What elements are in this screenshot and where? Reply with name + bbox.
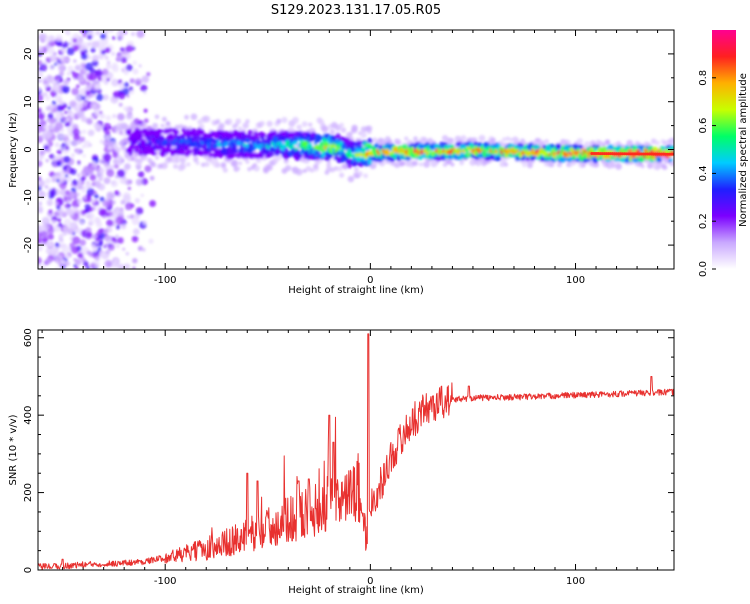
- colorbar-ticks: 0.0 0.2 0.4 0.6 0.8: [698, 70, 716, 277]
- colorbar: 0.0 0.2 0.4 0.6 0.8 Normalized spectral ampl…: [698, 30, 749, 277]
- snr-y-tick-label: 600: [23, 328, 34, 347]
- colorbar-tick-label: 0.2: [698, 213, 709, 229]
- spectrogram-y-label: Frequency (Hz): [8, 112, 19, 188]
- spectrogram-y-tick-label: -10: [23, 189, 34, 205]
- snr-y-tick-label: 400: [23, 406, 34, 425]
- snr-x-tick-label: -100: [154, 576, 177, 587]
- snr-x-label: Height of straight line (km): [288, 585, 424, 596]
- colorbar-tick-label: 0.8: [698, 70, 709, 86]
- snr-axis-ticks: -100 0 100 0 200 400 600: [23, 328, 674, 587]
- snr-frame: [37, 329, 675, 571]
- spectrogram-frame: [37, 29, 675, 270]
- snr-y-tick-label: 0: [23, 567, 34, 573]
- snr-y-label: SNR (10 * v/v): [8, 414, 19, 485]
- colorbar-label: Normalized spectral amplitude: [738, 73, 749, 227]
- spectrogram-x-tick-label: -100: [154, 275, 177, 286]
- colorbar-gradient: [712, 30, 736, 269]
- spectrogram-y-tick-label: 20: [23, 48, 34, 61]
- colorbar-tick-label: 0.4: [698, 165, 709, 181]
- spectrogram-x-label: Height of straight line (km): [288, 285, 424, 296]
- snr-plot: -100 0 100 0 200 400 600 Height of straight li…: [8, 328, 675, 596]
- snr-x-tick-label: 100: [566, 576, 585, 587]
- spectrogram-heatmap: [38, 30, 674, 269]
- spectrogram-y-tick-label: -20: [23, 237, 34, 253]
- spectrogram-x-tick-label: 100: [566, 275, 585, 286]
- figure-title: S129.2023.131.17.05.R05: [271, 3, 441, 18]
- snr-series-line: [38, 333, 674, 570]
- snr-y-tick-label: 200: [23, 483, 34, 502]
- spectrogram-y-tick-label: 10: [23, 95, 34, 108]
- colorbar-tick-label: 0.0: [698, 261, 709, 277]
- spectrogram-x-tick-label: 0: [367, 275, 373, 286]
- spectrogram-y-tick-label: 0: [23, 146, 34, 152]
- colorbar-tick-label: 0.6: [698, 118, 709, 134]
- snr-x-tick-label: 0: [367, 576, 373, 587]
